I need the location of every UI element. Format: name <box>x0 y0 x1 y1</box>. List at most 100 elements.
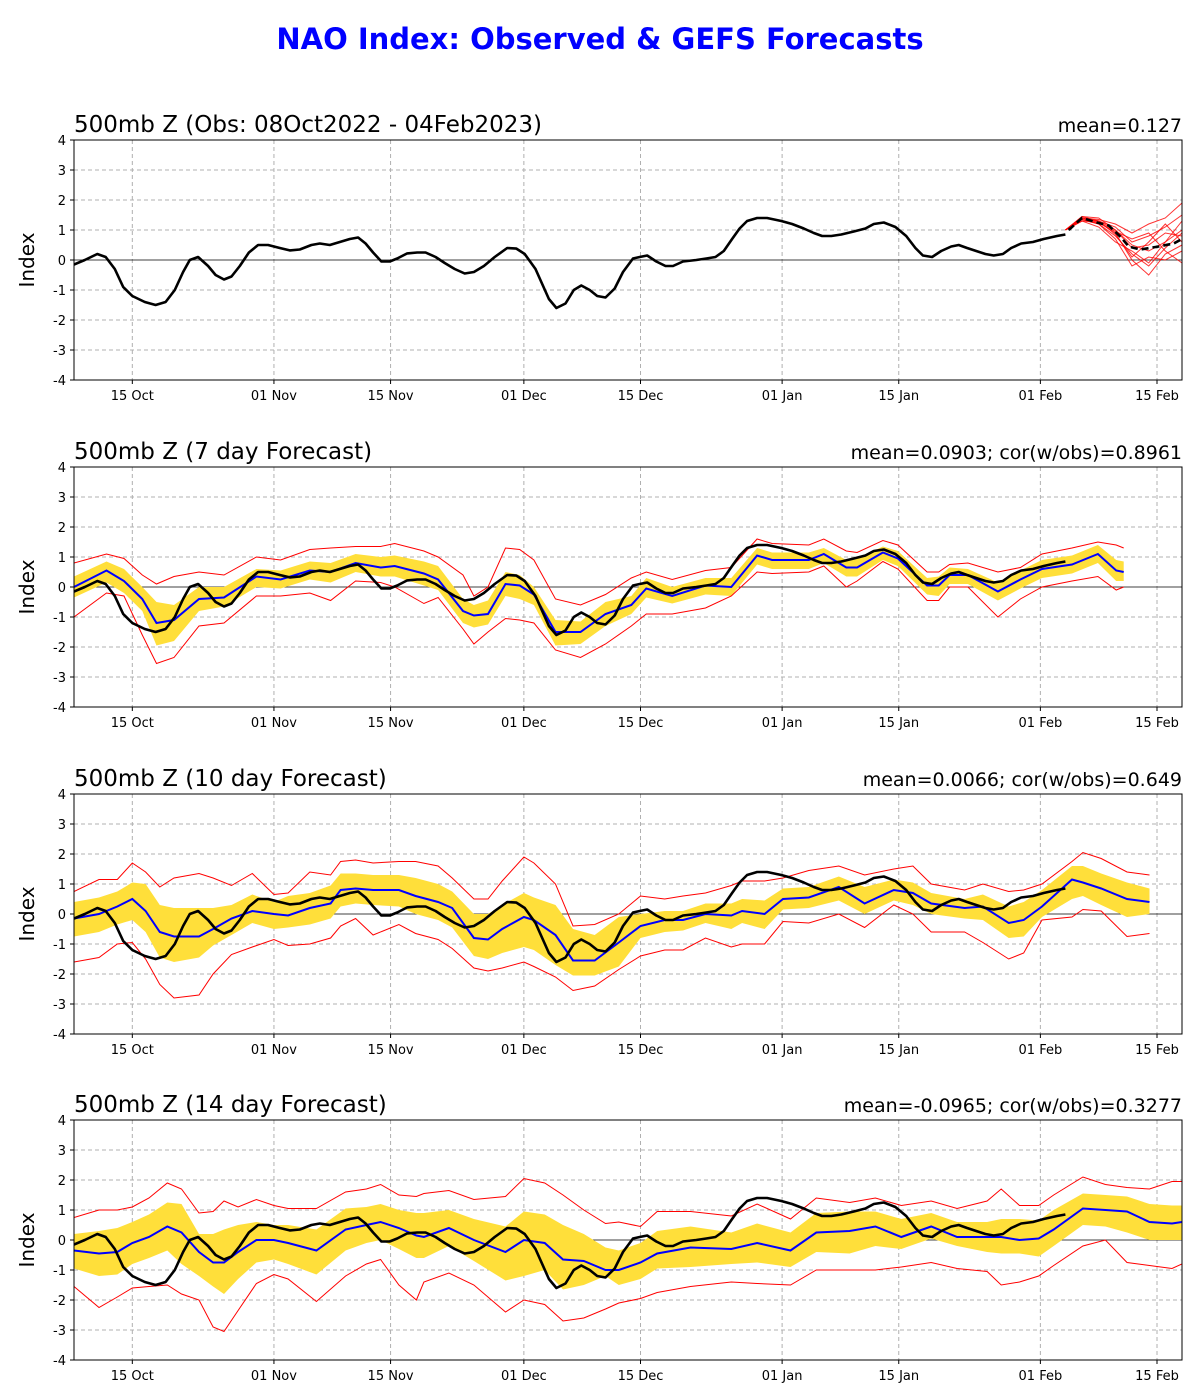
y-tick-label: 4 <box>58 788 66 803</box>
y-tick-label: -2 <box>53 968 66 983</box>
x-tick-label: 01 Jan <box>762 1369 803 1384</box>
y-axis-label: Index <box>15 232 39 287</box>
panel-stat: mean=-0.0965; cor(w/obs)=0.3277 <box>844 1095 1182 1117</box>
x-tick-label: 01 Feb <box>1019 716 1063 731</box>
x-tick-label: 01 Dec <box>501 716 547 731</box>
y-tick-label: 1 <box>58 551 66 566</box>
panel-2: -4 -3 -2 -1 0 1 2 3 4 15 Oct 01 Nov 15 Nov 01 Dec 15 … <box>15 439 1183 731</box>
plot-area <box>74 1176 1182 1333</box>
x-tick-label: 15 Oct <box>111 1369 154 1384</box>
y-tick-label: -2 <box>53 314 66 329</box>
plot-frame <box>73 466 1183 708</box>
observed-line <box>74 1196 1066 1290</box>
panel-3: -4 -3 -2 -1 0 1 2 3 4 15 Oct 01 Nov 15 Nov 01 Dec 15 … <box>15 766 1183 1058</box>
y-tick-label: -1 <box>53 284 66 299</box>
y-tick-label: 1 <box>58 1204 66 1219</box>
x-tick-label: 15 Oct <box>111 716 154 731</box>
y-tick-label: 0 <box>58 908 66 923</box>
panel-title: 500mb Z (14 day Forecast) <box>74 1092 387 1118</box>
y-tick-label: -3 <box>53 671 66 686</box>
ensemble-spread-band <box>74 866 1150 976</box>
ensemble-min-line <box>74 560 1124 665</box>
forecast-ensemble-mean-line <box>1067 216 1182 251</box>
x-tick-label: 01 Feb <box>1019 389 1063 404</box>
x-tick-label: 15 Nov <box>368 1369 414 1384</box>
y-tick-label: -1 <box>53 611 66 626</box>
panel-1: -4 -3 -2 -1 0 1 2 3 4 15 Oct 01 Nov 15 Nov 01 Dec 15 … <box>15 112 1183 404</box>
x-tick-label: 01 Dec <box>501 1369 547 1384</box>
ensemble-spread-band <box>74 545 1124 646</box>
y-tick-label: 3 <box>58 818 66 833</box>
x-tick-label: 01 Dec <box>501 389 547 404</box>
y-tick-label: 2 <box>58 848 66 863</box>
ensemble-max-line <box>74 1176 1182 1228</box>
y-tick-label: -3 <box>53 344 66 359</box>
x-tick-label: 01 Jan <box>762 1043 803 1058</box>
plot-area <box>74 538 1124 665</box>
y-tick-label: -3 <box>53 1324 66 1339</box>
ensemble-member-line <box>1065 217 1182 264</box>
ensemble-mean-line <box>74 878 1150 962</box>
y-tick-label: -2 <box>53 641 66 656</box>
x-tick-label: 01 Feb <box>1019 1369 1063 1384</box>
y-tick-label: 2 <box>58 1174 66 1189</box>
y-tick-label: 1 <box>58 224 66 239</box>
ensemble-member-line <box>1065 220 1182 276</box>
x-tick-label: 15 Jan <box>878 716 919 731</box>
y-tick-label: 2 <box>58 521 66 536</box>
x-tick-label: 01 Nov <box>251 1369 297 1384</box>
x-tick-label: 15 Feb <box>1135 716 1179 731</box>
y-tick-label: 1 <box>58 878 66 893</box>
ensemble-mean-line <box>74 551 1124 633</box>
plot-frame <box>73 139 1183 381</box>
x-tick-label: 15 Jan <box>878 389 919 404</box>
observed-line <box>74 216 1066 310</box>
x-tick-label: 15 Nov <box>368 716 414 731</box>
x-tick-label: 01 Dec <box>501 1043 547 1058</box>
y-tick-label: -4 <box>53 1354 66 1369</box>
ensemble-min-line <box>74 1239 1182 1333</box>
x-tick-label: 01 Jan <box>762 716 803 731</box>
x-tick-label: 15 Oct <box>111 389 154 404</box>
panel-title: 500mb Z (10 day Forecast) <box>74 766 387 792</box>
x-tick-label: 01 Nov <box>251 1043 297 1058</box>
y-axis-label: Index <box>15 559 39 614</box>
ensemble-max-line <box>74 538 1124 606</box>
y-tick-label: 0 <box>58 1234 66 1249</box>
x-tick-label: 15 Feb <box>1135 1369 1179 1384</box>
observed-line <box>74 870 1066 964</box>
ensemble-member-line <box>1065 218 1182 258</box>
y-tick-label: -1 <box>53 938 66 953</box>
x-tick-label: 15 Dec <box>618 389 664 404</box>
plot-area <box>74 851 1150 999</box>
ensemble-member-line <box>1065 215 1182 249</box>
observed-line <box>74 543 1066 637</box>
y-tick-label: 3 <box>58 164 66 179</box>
x-tick-label: 15 Feb <box>1135 1043 1179 1058</box>
x-tick-label: 01 Jan <box>762 389 803 404</box>
y-tick-label: 0 <box>58 581 66 596</box>
x-tick-label: 15 Nov <box>368 1043 414 1058</box>
ensemble-min-line <box>74 904 1150 999</box>
y-tick-label: -4 <box>53 374 66 389</box>
main-title: NAO Index: Observed & GEFS Forecasts <box>276 22 924 56</box>
x-tick-label: 15 Jan <box>878 1043 919 1058</box>
y-tick-label: -3 <box>53 998 66 1013</box>
panel-stat: mean=0.127 <box>1058 115 1182 137</box>
x-tick-label: 01 Feb <box>1019 1043 1063 1058</box>
y-axis-label: Index <box>15 886 39 941</box>
ensemble-max-line <box>74 851 1150 927</box>
panel-4: -4 -3 -2 -1 0 1 2 3 4 15 Oct 01 Nov 15 Nov 01 Dec 15 … <box>15 1092 1183 1384</box>
y-tick-label: 4 <box>58 134 66 149</box>
y-tick-label: -4 <box>53 1028 66 1043</box>
plot-frame <box>73 1119 1183 1361</box>
x-tick-label: 15 Nov <box>368 389 414 404</box>
plot-frame <box>73 793 1183 1035</box>
plot-area <box>74 202 1182 310</box>
y-tick-label: 3 <box>58 1144 66 1159</box>
panel-stat: mean=0.0903; cor(w/obs)=0.8961 <box>851 442 1182 464</box>
y-tick-label: 4 <box>58 1114 66 1129</box>
x-tick-label: 01 Nov <box>251 716 297 731</box>
y-tick-label: 4 <box>58 461 66 476</box>
